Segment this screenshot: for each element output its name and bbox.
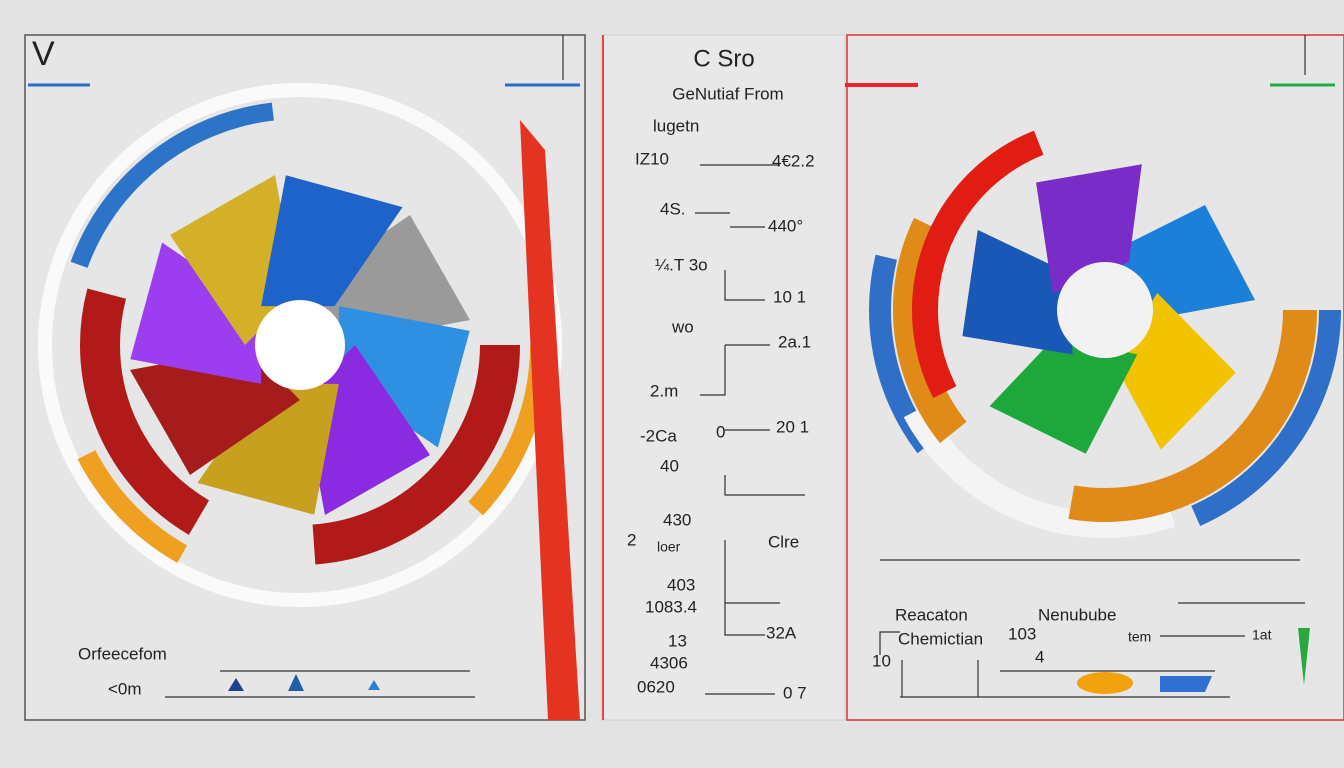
right-label: Nenubube: [1038, 605, 1116, 624]
center-label: lugetn: [653, 116, 699, 135]
center-label: 4S.: [660, 199, 686, 218]
center-label: 1083.4: [645, 597, 697, 616]
right-label: 4: [1035, 647, 1044, 666]
marker: [368, 680, 380, 690]
ribbon: [893, 98, 1317, 522]
marker: [228, 678, 244, 691]
center-label: 13: [668, 631, 687, 650]
center-label: -2Ca: [640, 426, 677, 445]
left-swirl: [38, 83, 580, 720]
corner-label: V: [32, 35, 55, 73]
right-label: 103: [1008, 624, 1036, 643]
center-label: 0: [716, 422, 725, 441]
right-label: 10: [872, 651, 891, 670]
right-label: 1at: [1252, 627, 1272, 643]
red-ribbon: [520, 120, 580, 720]
right-lines: [879, 559, 1305, 698]
right-labels: Reacaton Nenubube Chemictian 103 tem 1at 10 4: [872, 605, 1272, 670]
center-label: loer: [657, 539, 681, 555]
scale-label: <0m: [108, 679, 142, 698]
center-label: 430: [663, 510, 691, 529]
right-label: Chemictian: [898, 629, 983, 648]
center-label: IZ10: [635, 149, 669, 168]
right-label: tem: [1128, 629, 1151, 645]
center-label: wo: [671, 317, 694, 336]
hole: [255, 300, 345, 390]
center-label: 403: [667, 575, 695, 594]
center-label: 4€2.2: [772, 151, 815, 170]
center-label: 0 7: [783, 683, 807, 702]
center-label: 32A: [766, 623, 797, 642]
ribbon: [869, 74, 1341, 546]
center-label: 2.m: [650, 381, 678, 400]
caption: Orfeecefom: [78, 644, 167, 663]
green-marker: [1298, 628, 1310, 685]
center-label: 440°: [768, 216, 803, 235]
title: C Sro: [693, 45, 754, 72]
bar-shape: [1160, 676, 1212, 692]
center-labels: lugetn IZ10 4€2.2 4S. 440° ¼.T 3o 10 1 wo 2a.1 2.…: [627, 116, 815, 702]
ribbon: [80, 125, 520, 565]
blob: [1077, 672, 1133, 694]
ribbon: [877, 82, 1333, 538]
right-swirl: [869, 74, 1341, 546]
center-frame: [601, 34, 846, 721]
center-label: 2: [627, 530, 636, 549]
leader-lines: [695, 164, 805, 695]
center-label: 4306: [650, 653, 688, 672]
center-label: 20 1: [776, 417, 809, 436]
subtitle: GeNutiaf From: [672, 84, 783, 103]
center-label: 0620: [637, 677, 675, 696]
center-label: 10 1: [773, 287, 806, 306]
hole: [1057, 262, 1153, 358]
center-label: ¼.T 3o: [655, 255, 708, 274]
center-label: 40: [660, 456, 679, 475]
marker: [288, 674, 304, 691]
center-label: Clre: [768, 532, 799, 551]
center-label: 2a.1: [778, 332, 811, 351]
ribbon: [912, 117, 1298, 503]
right-label: Reacaton: [895, 605, 968, 624]
